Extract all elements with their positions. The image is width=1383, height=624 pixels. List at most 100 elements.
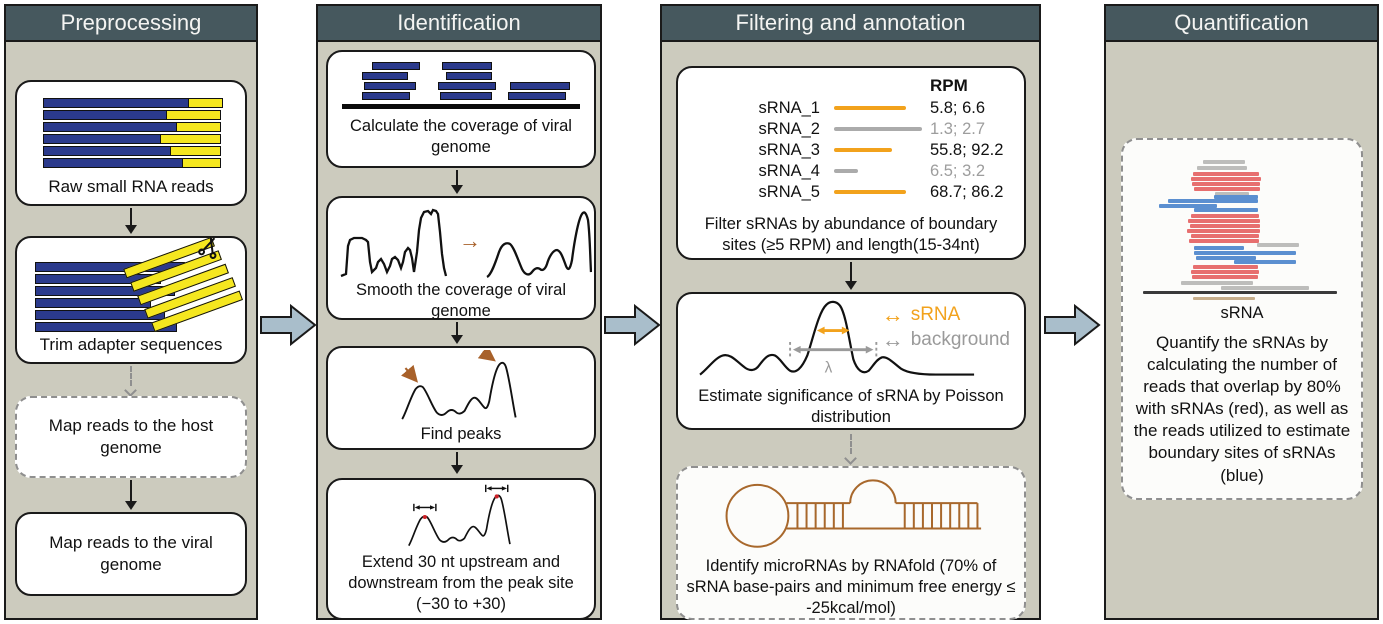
srna-length-line: [834, 127, 922, 132]
genome-line: [342, 104, 580, 109]
double-arrow-icon: ↔: [881, 301, 904, 327]
rnafold-box: Identify microRNAs by RNAfold (70% of sR…: [676, 466, 1026, 620]
pileup-read: [1215, 192, 1249, 196]
read-bar: [35, 298, 151, 308]
smoothed-coverage-curve: [486, 211, 592, 279]
read-bar: [35, 310, 165, 320]
poisson-label: Estimate significance of sRNA by Poisson…: [698, 387, 1004, 426]
extent-marker: [485, 484, 509, 493]
read-bar: [364, 82, 416, 90]
find-peaks-box: Find peaks: [326, 346, 596, 450]
srna-width-arrow: [816, 326, 850, 335]
column-arrow-2: [604, 303, 661, 347]
poisson-legend: ↔ sRNA ↔ background: [882, 302, 1010, 352]
coverage-label: Calculate the coverage of viral genome: [350, 117, 572, 156]
srna-row: sRNA_1 5.8; 6.6: [758, 99, 986, 117]
filtering-header: Filtering and annotation: [662, 6, 1039, 42]
filtering-title: Filtering and annotation: [735, 10, 966, 35]
read-pileup: [1141, 158, 1341, 302]
identification-column: Identification Calculate the coverage of…: [316, 4, 602, 620]
extent-marker: [413, 503, 437, 512]
pileup-read: [1196, 256, 1256, 260]
read-bar: [508, 92, 566, 100]
peak-site-dot: [422, 514, 427, 520]
rnafold-label: Identify microRNAs by RNAfold (70% of sR…: [686, 557, 1016, 617]
pileup-read: [1203, 160, 1245, 164]
read-bar: [362, 72, 408, 80]
coverage-box: Calculate the coverage of viral genome: [326, 50, 596, 168]
preprocessing-header: Preprocessing: [6, 6, 256, 42]
pileup-read: [1194, 251, 1296, 255]
preprocessing-title: Preprocessing: [60, 10, 202, 35]
srna-row: sRNA_3 55.8; 92.2: [758, 141, 1004, 159]
trim-label: Trim adapter sequences: [39, 335, 223, 354]
arrow-smooth-to-peaks: [451, 322, 463, 344]
trim-blue-bars: [35, 262, 195, 334]
map-host-label: Map reads to the host genome: [48, 415, 214, 457]
pileup-read: [1257, 243, 1299, 247]
pileup-read: [1168, 199, 1258, 203]
rna-hairpin-icon: [725, 479, 982, 548]
srna-length-line: [834, 106, 906, 111]
read-bar: [43, 158, 221, 168]
srna-row: sRNA_5 68.7; 86.2: [758, 183, 1004, 201]
quantification-header: Quantification: [1106, 6, 1377, 42]
quantification-title: Quantification: [1174, 10, 1309, 35]
filtering-column: Filtering and annotation RPM sRNA_1 5.8; …: [660, 4, 1041, 620]
pileup-read: [1193, 265, 1258, 269]
trim-adapters-box: Trim adapter sequences: [15, 236, 247, 364]
arrow-coverage-to-smooth: [451, 170, 463, 194]
find-peaks-curve: [401, 350, 517, 420]
column-arrow-1: [260, 303, 317, 347]
quantify-description: Quantify the sRNAs by calculating the nu…: [1133, 333, 1351, 485]
smooth-arrow-icon: →: [459, 228, 481, 253]
peak-arrow-icon: [401, 364, 418, 383]
read-bar: [438, 82, 496, 90]
read-bar: [43, 134, 221, 144]
srna-axis-label: sRNA: [1220, 304, 1264, 322]
pileup-read: [1214, 195, 1258, 199]
dashed-arrow-poisson-to-rnafold: [844, 434, 857, 465]
read-bar: [43, 122, 221, 132]
pileup-read: [1191, 214, 1259, 218]
column-arrow-3: [1044, 303, 1101, 347]
background-width-arrow: [789, 342, 878, 360]
map-viral-label: Map reads to the viral genome: [49, 532, 213, 574]
srna-row: sRNA_4 6.5; 3.2: [758, 162, 986, 180]
legend-background-label: background: [910, 329, 1010, 350]
find-peaks-label: Find peaks: [420, 425, 502, 443]
filtering-body: RPM sRNA_1 5.8; 6.6 sRNA_2 1.3; 2.7 sRNA_3 55…: [662, 44, 1039, 620]
identification-title: Identification: [397, 10, 521, 35]
pileup-read: [1189, 239, 1259, 243]
pileup-read: [1194, 208, 1258, 212]
quantification-column: Quantification sRNA Quantify the sRNAs b…: [1104, 4, 1379, 620]
pileup-read: [1190, 224, 1260, 228]
read-bar: [440, 92, 492, 100]
map-host-box: Map reads to the host genome: [15, 396, 247, 478]
pileup-read: [1187, 229, 1260, 233]
quantification-body: sRNA Quantify the sRNAs by calculating t…: [1106, 44, 1377, 618]
pileup-read: [1191, 234, 1259, 238]
raw-coverage-curve: [340, 208, 448, 278]
pileup-read: [1181, 281, 1253, 285]
arrow-filter-to-poisson: [845, 262, 857, 290]
preprocessing-body: Raw small RNA reads Trim: [6, 44, 256, 618]
scissors-icon: [193, 231, 225, 266]
read-bar: [442, 62, 492, 70]
arrow-peaks-to-extend: [451, 452, 463, 474]
extend-peaks-curve: [408, 484, 511, 547]
pileup-read: [1234, 260, 1296, 264]
filter-srna-box: RPM sRNA_1 5.8; 6.6 sRNA_2 1.3; 2.7 sRNA_3 55…: [676, 66, 1026, 260]
pileup-read: [1191, 270, 1259, 274]
read-bar: [372, 62, 420, 70]
smooth-label: Smooth the coverage of viral genome: [355, 281, 567, 320]
read-bar: [43, 110, 221, 120]
poisson-curve: λ: [699, 300, 975, 377]
pileup-read: [1194, 246, 1244, 250]
rpm-header: RPM: [930, 76, 968, 95]
pileup-read: [1197, 166, 1247, 170]
read-bar: [510, 82, 570, 90]
map-viral-box: Map reads to the viral genome: [15, 512, 247, 596]
raw-reads-box: Raw small RNA reads: [15, 80, 247, 206]
poisson-box: λ ↔ sRNA ↔ background Estimate significa…: [676, 292, 1026, 430]
